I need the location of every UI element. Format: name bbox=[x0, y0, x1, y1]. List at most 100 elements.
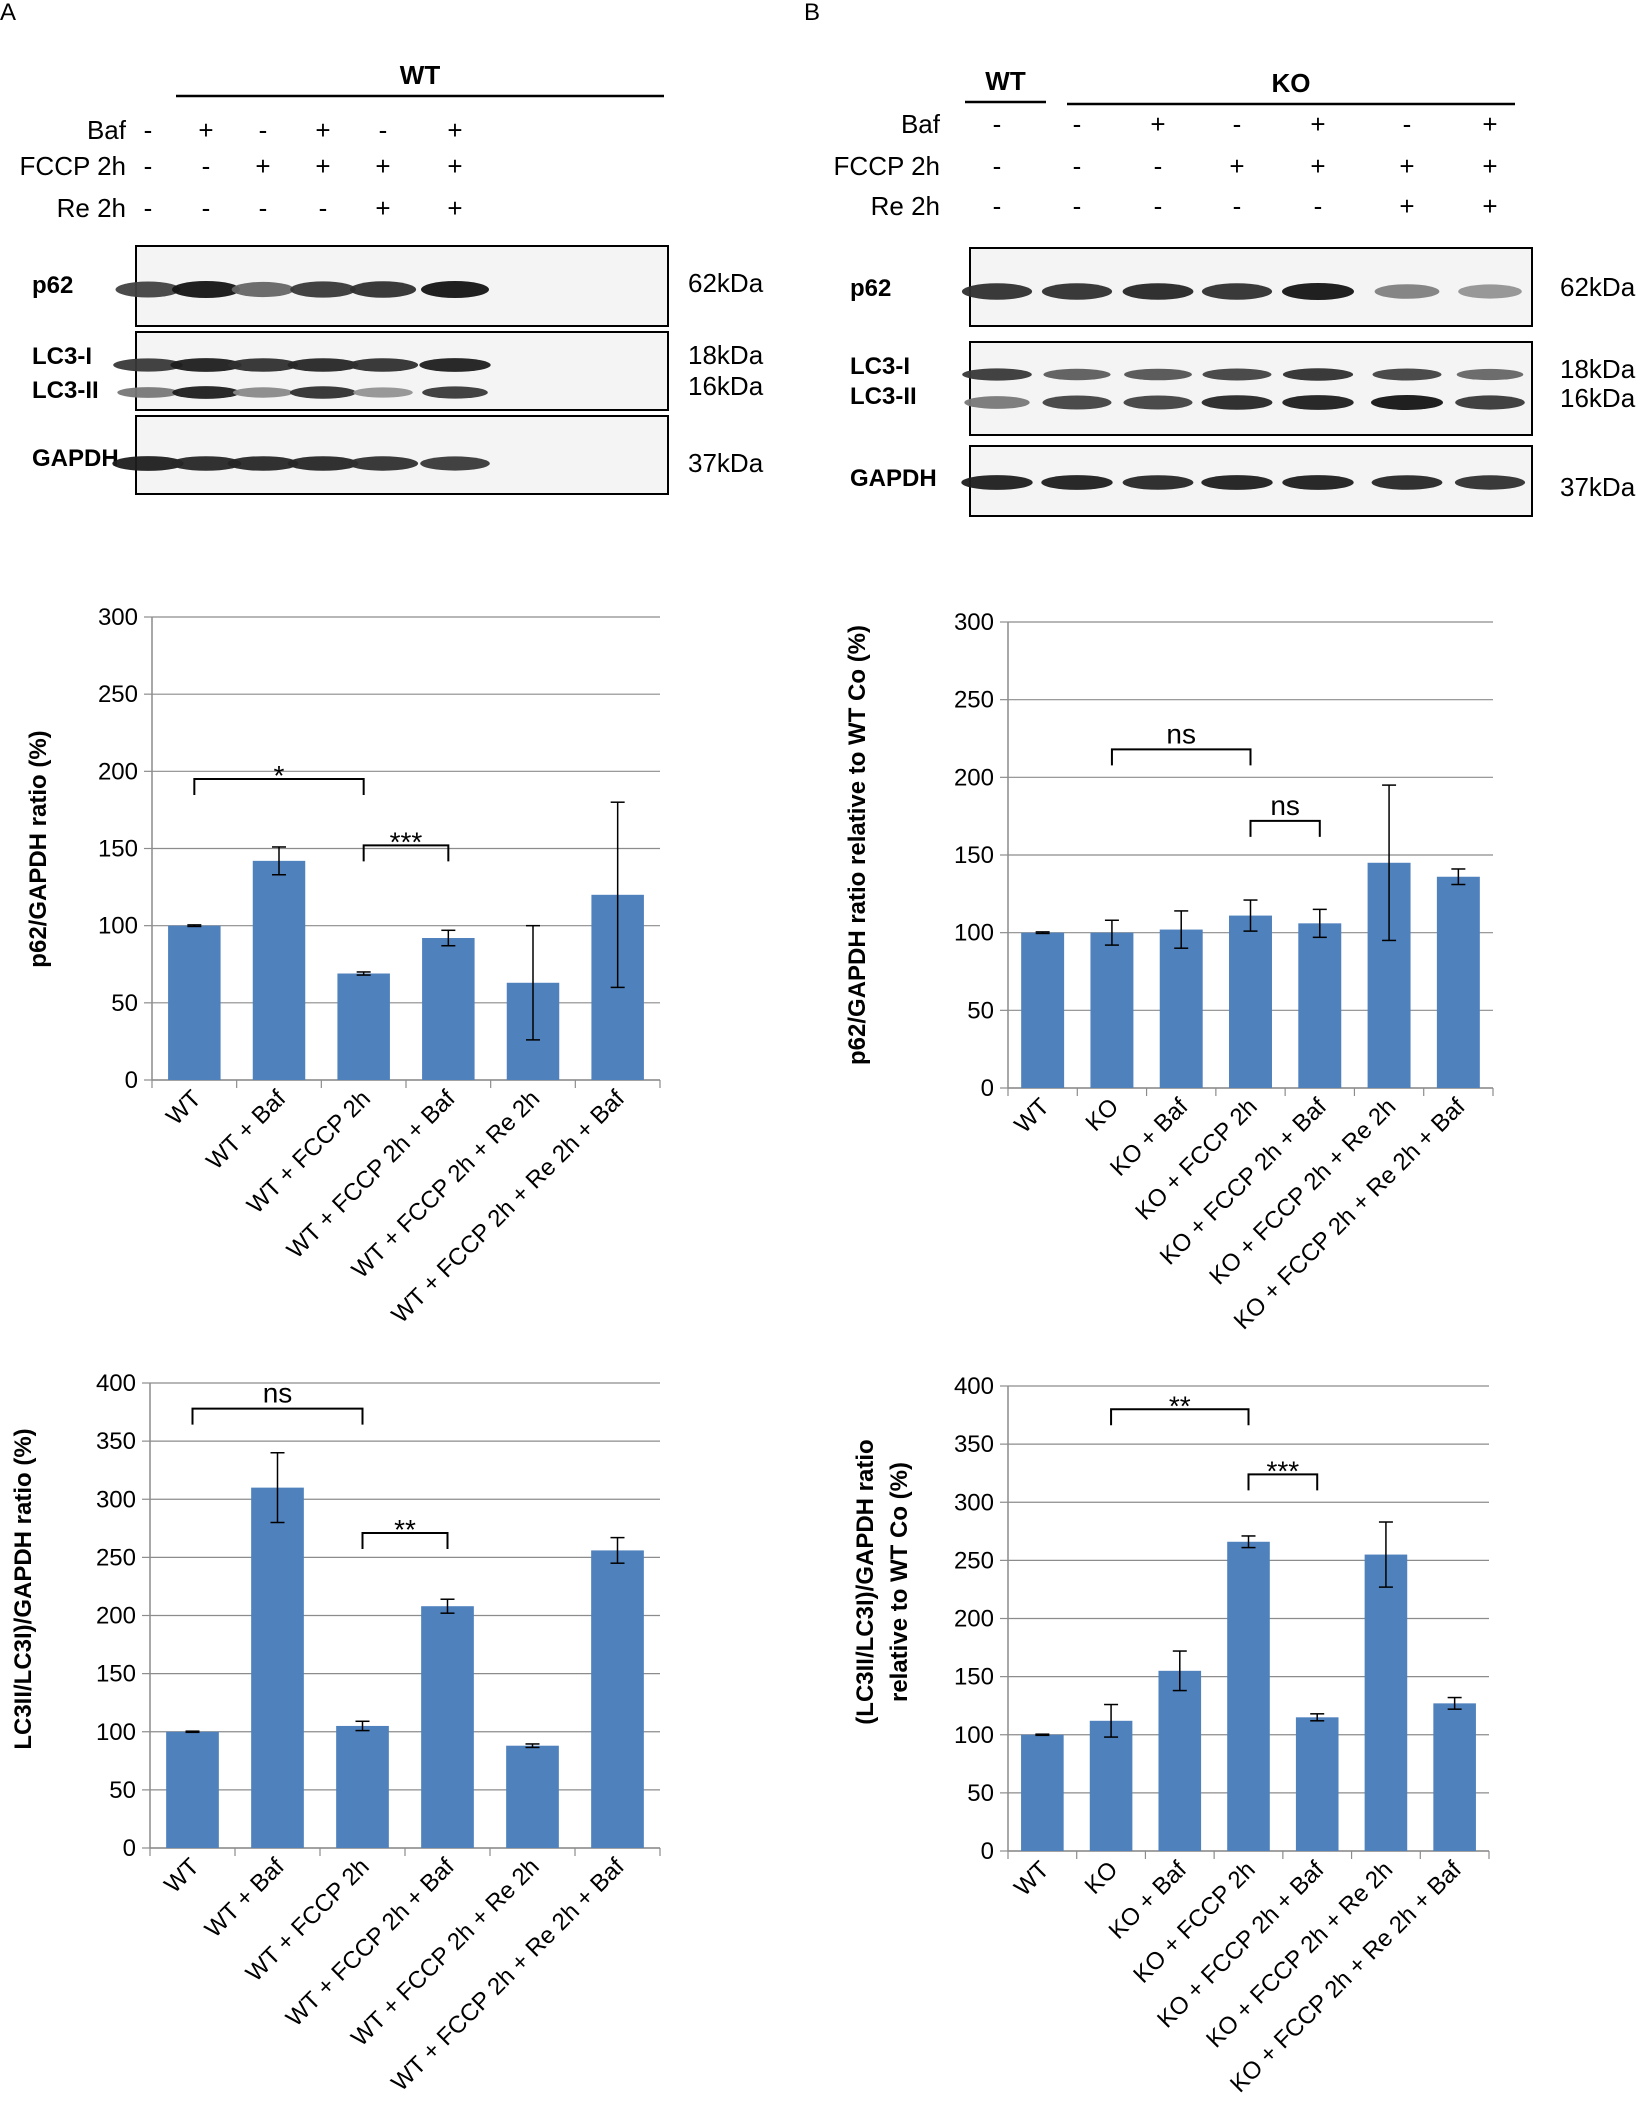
blot-box bbox=[135, 415, 669, 495]
group-label: KO bbox=[1272, 68, 1311, 98]
category-label: WT + FCCP 2h + Baf bbox=[281, 1853, 460, 2032]
y-tick-label: 200 bbox=[954, 1606, 994, 1633]
sign-mark: - bbox=[1233, 109, 1242, 139]
blot-band bbox=[1371, 395, 1443, 410]
sign-mark: - bbox=[144, 151, 153, 181]
bar bbox=[251, 1487, 304, 1848]
bar bbox=[1227, 1541, 1270, 1851]
condition-label: Baf bbox=[901, 109, 941, 139]
sign-mark: + bbox=[315, 115, 330, 145]
blot-band bbox=[1122, 283, 1194, 300]
condition-label: Baf bbox=[87, 115, 127, 145]
category-label: KO bbox=[1081, 1093, 1125, 1137]
mw-marker: 18kDa bbox=[688, 340, 764, 370]
significance-bracket bbox=[1110, 748, 1252, 766]
sign-mark: + bbox=[1229, 151, 1244, 181]
y-tick-label: 50 bbox=[109, 1777, 136, 1804]
sign-mark: + bbox=[447, 151, 462, 181]
blot-band bbox=[1043, 368, 1111, 381]
blot-band bbox=[287, 358, 359, 372]
significance-bracket bbox=[191, 1407, 364, 1425]
blot-label: GAPDH bbox=[850, 465, 937, 492]
blot-band bbox=[112, 456, 184, 471]
bar bbox=[421, 1606, 474, 1848]
condition-label: Re 2h bbox=[57, 193, 126, 223]
sign-mark: - bbox=[379, 115, 388, 145]
bar bbox=[1229, 915, 1272, 1088]
y-tick-label: 200 bbox=[98, 758, 138, 785]
significance-label: * bbox=[274, 760, 285, 791]
blot-band bbox=[1201, 283, 1273, 300]
blot-band bbox=[113, 358, 183, 372]
blot-band bbox=[1282, 395, 1354, 410]
bar bbox=[1433, 1703, 1476, 1851]
y-axis-label: LC3II/LC3I)/GAPDH ratio (%) bbox=[10, 1428, 37, 1749]
blot-band bbox=[1041, 283, 1113, 300]
y-tick-label: 0 bbox=[981, 1838, 994, 1865]
y-tick-label: 0 bbox=[123, 1835, 136, 1862]
category-label: WT + FCCP 2h + Baf bbox=[282, 1085, 461, 1264]
sign-mark: - bbox=[993, 151, 1002, 181]
significance-bracket bbox=[193, 778, 365, 796]
y-tick-label: 150 bbox=[96, 1661, 136, 1688]
sign-mark: + bbox=[1310, 109, 1325, 139]
mw-marker: 16kDa bbox=[688, 371, 764, 401]
blot-label: LC3-II bbox=[850, 383, 917, 410]
significance-label: ns bbox=[1166, 718, 1196, 749]
blot-band bbox=[1201, 395, 1273, 410]
bar bbox=[1021, 1734, 1064, 1851]
blot-band bbox=[1458, 284, 1522, 299]
category-label: KO + FCCP 2h bbox=[1130, 1093, 1262, 1225]
sign-mark: - bbox=[259, 115, 268, 145]
bar bbox=[1364, 1554, 1408, 1851]
sign-mark: - bbox=[144, 193, 153, 223]
significance-bracket bbox=[362, 844, 450, 862]
sign-mark: + bbox=[1399, 151, 1414, 181]
bar bbox=[1090, 932, 1134, 1088]
sign-mark: - bbox=[993, 109, 1002, 139]
bar bbox=[1295, 1717, 1339, 1851]
sign-mark: - bbox=[319, 193, 328, 223]
blot-band bbox=[349, 281, 417, 298]
condition-label: FCCP 2h bbox=[834, 151, 940, 181]
sign-mark: + bbox=[315, 151, 330, 181]
blot-band bbox=[1456, 368, 1524, 381]
blot-band bbox=[290, 281, 356, 298]
sign-mark: - bbox=[1073, 109, 1082, 139]
panel-letter: A bbox=[0, 0, 16, 26]
mw-marker: 37kDa bbox=[688, 448, 764, 478]
sign-mark: + bbox=[375, 193, 390, 223]
y-tick-label: 50 bbox=[967, 997, 994, 1024]
blot-band bbox=[347, 358, 419, 372]
significance-label: *** bbox=[1267, 1455, 1300, 1486]
blot-band bbox=[961, 475, 1033, 490]
blot-band bbox=[232, 387, 294, 398]
y-tick-label: 400 bbox=[954, 1373, 994, 1400]
sign-mark: - bbox=[1233, 191, 1242, 221]
blot-band bbox=[347, 456, 419, 471]
blot-band bbox=[419, 358, 491, 372]
blot-label: LC3-I bbox=[32, 343, 92, 370]
blot-label: p62 bbox=[32, 272, 73, 299]
y-axis-label: p62/GAPDH ratio relative to WT Co (%) bbox=[844, 625, 871, 1065]
blot-label: LC3-II bbox=[32, 377, 99, 404]
y-tick-label: 100 bbox=[954, 920, 994, 947]
sign-mark: + bbox=[447, 193, 462, 223]
sign-mark: - bbox=[1073, 191, 1082, 221]
blot-band bbox=[227, 456, 299, 471]
sign-mark: - bbox=[1403, 109, 1412, 139]
category-label: WT + Baf bbox=[200, 1853, 290, 1943]
sign-mark: + bbox=[1310, 151, 1325, 181]
blot-band bbox=[1372, 368, 1442, 381]
category-label: WT bbox=[161, 1085, 207, 1131]
mw-marker: 18kDa bbox=[1560, 354, 1636, 384]
blot-band bbox=[1371, 475, 1443, 490]
sign-mark: + bbox=[1150, 109, 1165, 139]
blot-band bbox=[170, 456, 242, 471]
y-tick-label: 150 bbox=[954, 1664, 994, 1691]
sign-mark: - bbox=[1154, 151, 1163, 181]
